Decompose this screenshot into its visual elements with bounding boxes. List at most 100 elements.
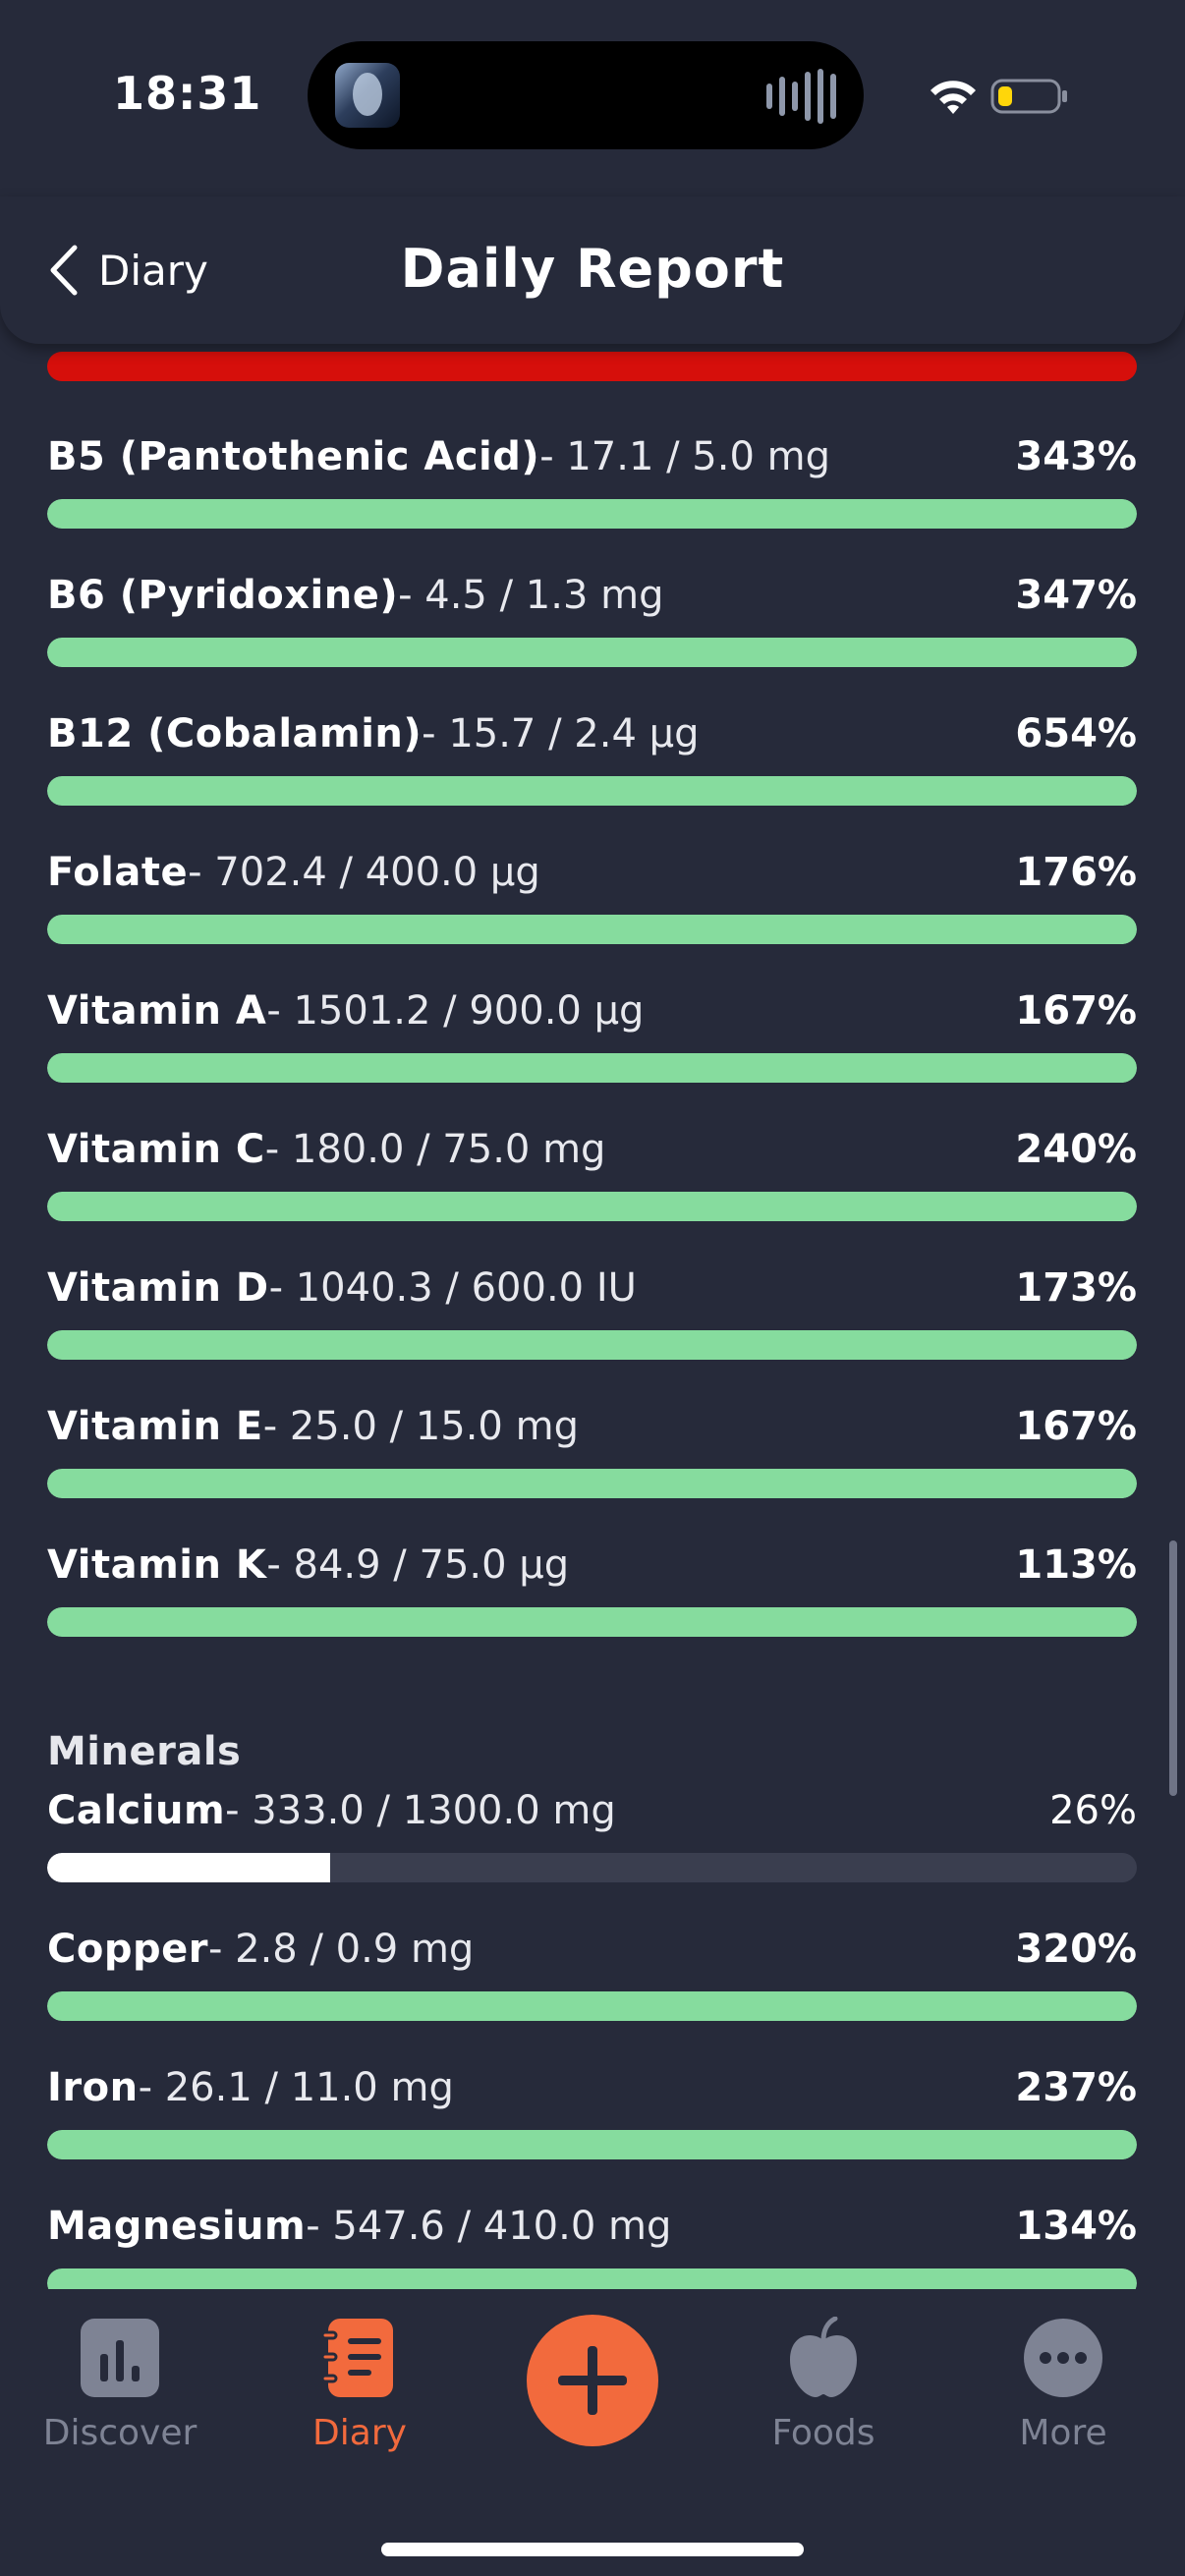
nutrient-label: Calcium- 333.0 / 1300.0 mg <box>47 1788 616 1833</box>
nutrient-row[interactable]: Folate- 702.4 / 400.0 µg 176% <box>47 850 1137 958</box>
nutrient-progress-bar <box>47 1853 1137 1882</box>
nutrient-label: Vitamin E- 25.0 / 15.0 mg <box>47 1404 579 1449</box>
nutrient-amount: - 547.6 / 410.0 mg <box>306 2204 672 2249</box>
nutrient-name: Vitamin D <box>47 1265 269 1311</box>
nutrient-label: Vitamin A- 1501.2 / 900.0 µg <box>47 988 644 1034</box>
nutrient-progress-fill <box>47 1053 1137 1083</box>
nutrient-label: B12 (Cobalamin)- 15.7 / 2.4 µg <box>47 711 699 756</box>
nutrient-percent: 167% <box>1015 1404 1137 1449</box>
section-title-minerals: Minerals <box>47 1729 242 1774</box>
nutrient-name: Vitamin C <box>47 1127 265 1172</box>
plus-icon <box>558 2346 627 2415</box>
nutrient-name: Iron <box>47 2065 139 2110</box>
nutrient-amount: - 180.0 / 75.0 mg <box>264 1127 606 1172</box>
nutrient-row[interactable]: B12 (Cobalamin)- 15.7 / 2.4 µg 654% <box>47 711 1137 819</box>
nutrient-percent: 173% <box>1015 1265 1137 1311</box>
nutrient-label: Iron- 26.1 / 11.0 mg <box>47 2065 454 2110</box>
tab-diary[interactable]: Diary <box>252 2317 468 2453</box>
nutrient-amount: - 26.1 / 11.0 mg <box>138 2065 454 2110</box>
tab-label: Diary <box>312 2413 407 2453</box>
nutrient-progress-fill <box>47 1607 1137 1637</box>
nutrient-progress-bar <box>47 1991 1137 2021</box>
nutrient-progress-bar <box>47 1192 1137 1221</box>
scroll-indicator[interactable] <box>1169 1540 1177 1796</box>
nutrient-percent: 240% <box>1015 1127 1137 1172</box>
nutrient-row[interactable]: Vitamin D- 1040.3 / 600.0 IU 173% <box>47 1265 1137 1373</box>
tab-foods[interactable]: Foods <box>715 2317 931 2453</box>
notebook-icon <box>320 2319 393 2397</box>
nutrient-percent: 347% <box>1015 573 1137 618</box>
nutrient-percent: 134% <box>1015 2204 1137 2249</box>
nutrient-progress-bar <box>47 2130 1137 2159</box>
nutrient-percent: 237% <box>1015 2065 1137 2110</box>
nutrient-progress-fill <box>47 776 1137 806</box>
nav-header: Diary Daily Report <box>0 196 1185 344</box>
nutrient-progress-bar <box>47 1607 1137 1637</box>
tab-label: Discover <box>42 2413 198 2453</box>
chart-icon <box>81 2319 159 2397</box>
back-button[interactable]: Diary <box>47 236 208 305</box>
nutrient-percent: 320% <box>1015 1927 1137 1972</box>
now-playing-artwork <box>335 63 400 128</box>
nutrient-amount: - 15.7 / 2.4 µg <box>422 711 700 756</box>
nutrient-label: B6 (Pyridoxine)- 4.5 / 1.3 mg <box>47 573 663 618</box>
nutrient-percent: 26% <box>1049 1788 1137 1833</box>
nutrient-name: Vitamin E <box>47 1404 263 1449</box>
nutrient-progress-fill <box>47 915 1137 944</box>
page-title: Daily Report <box>400 238 785 300</box>
nutrient-progress-bar <box>47 1330 1137 1360</box>
status-time: 18:31 <box>113 67 262 120</box>
nutrient-amount: - 17.1 / 5.0 mg <box>539 434 830 479</box>
nutrient-row[interactable]: Iron- 26.1 / 11.0 mg 237% <box>47 2065 1137 2173</box>
wifi-icon <box>931 81 976 114</box>
nutrient-progress-bar <box>47 1469 1137 1498</box>
nutrient-name: B12 (Cobalamin) <box>47 711 423 756</box>
nutrient-amount: - 4.5 / 1.3 mg <box>398 573 664 618</box>
nutrient-percent: 167% <box>1015 988 1137 1034</box>
nutrient-row[interactable]: Vitamin K- 84.9 / 75.0 µg 113% <box>47 1542 1137 1651</box>
nutrient-progress-fill <box>47 638 1137 667</box>
nutrient-row[interactable]: B5 (Pantothenic Acid)- 17.1 / 5.0 mg 343% <box>47 434 1137 542</box>
nutrient-name: Copper <box>47 1927 208 1972</box>
nutrient-label: B5 (Pantothenic Acid)- 17.1 / 5.0 mg <box>47 434 830 479</box>
nutrient-progress-fill <box>47 1991 1137 2021</box>
add-entry-button[interactable] <box>527 2315 658 2446</box>
nutrient-row[interactable]: Vitamin A- 1501.2 / 900.0 µg 167% <box>47 988 1137 1096</box>
audio-waveform-icon <box>766 69 836 124</box>
nutrient-name: Vitamin A <box>47 988 267 1034</box>
home-indicator[interactable] <box>381 2543 804 2556</box>
nutrient-label: Magnesium- 547.6 / 410.0 mg <box>47 2204 671 2249</box>
nutrient-name: Folate <box>47 850 189 895</box>
nutrient-progress-bar <box>47 1053 1137 1083</box>
nutrient-amount: - 25.0 / 15.0 mg <box>262 1404 579 1449</box>
nutrient-progress-fill <box>47 1469 1137 1498</box>
nutrient-label: Vitamin C- 180.0 / 75.0 mg <box>47 1127 605 1172</box>
nutrient-progress-fill <box>47 1192 1137 1221</box>
nutrient-name: Calcium <box>47 1788 226 1833</box>
nutrient-amount: - 1040.3 / 600.0 IU <box>268 1265 637 1311</box>
nutrient-amount: - 333.0 / 1300.0 mg <box>225 1788 616 1833</box>
chevron-left-icon <box>50 245 78 296</box>
nutrient-amount: - 84.9 / 75.0 µg <box>266 1542 570 1588</box>
nutrient-row[interactable]: Vitamin E- 25.0 / 15.0 mg 167% <box>47 1404 1137 1512</box>
tab-label: More <box>1019 2413 1107 2453</box>
tab-label: Foods <box>771 2413 875 2453</box>
nutrient-row[interactable]: Calcium- 333.0 / 1300.0 mg 26% <box>47 1788 1137 1896</box>
nutrient-name: B6 (Pyridoxine) <box>47 573 399 618</box>
nutrient-name: B5 (Pantothenic Acid) <box>47 434 540 479</box>
tab-bar: Discover Diary Foods <box>0 2289 1185 2576</box>
nutrient-progress-fill <box>47 2130 1137 2159</box>
report-content[interactable]: B5 (Pantothenic Acid)- 17.1 / 5.0 mg 343%… <box>0 344 1185 2309</box>
nutrient-amount: - 2.8 / 0.9 mg <box>207 1927 475 1972</box>
nutrient-row[interactable]: Copper- 2.8 / 0.9 mg 320% <box>47 1927 1137 2035</box>
nutrient-progress-bar <box>47 352 1137 381</box>
more-icon <box>1024 2319 1102 2397</box>
dynamic-island[interactable] <box>308 41 864 149</box>
nutrient-progress-fill <box>47 1853 331 1882</box>
nutrient-row[interactable]: Vitamin C- 180.0 / 75.0 mg 240% <box>47 1127 1137 1235</box>
tab-more[interactable]: More <box>955 2317 1171 2453</box>
nutrient-label: Vitamin K- 84.9 / 75.0 µg <box>47 1542 569 1588</box>
tab-discover[interactable]: Discover <box>12 2317 228 2453</box>
nutrient-row[interactable]: B6 (Pyridoxine)- 4.5 / 1.3 mg 347% <box>47 573 1137 681</box>
nutrient-percent: 343% <box>1015 434 1137 479</box>
